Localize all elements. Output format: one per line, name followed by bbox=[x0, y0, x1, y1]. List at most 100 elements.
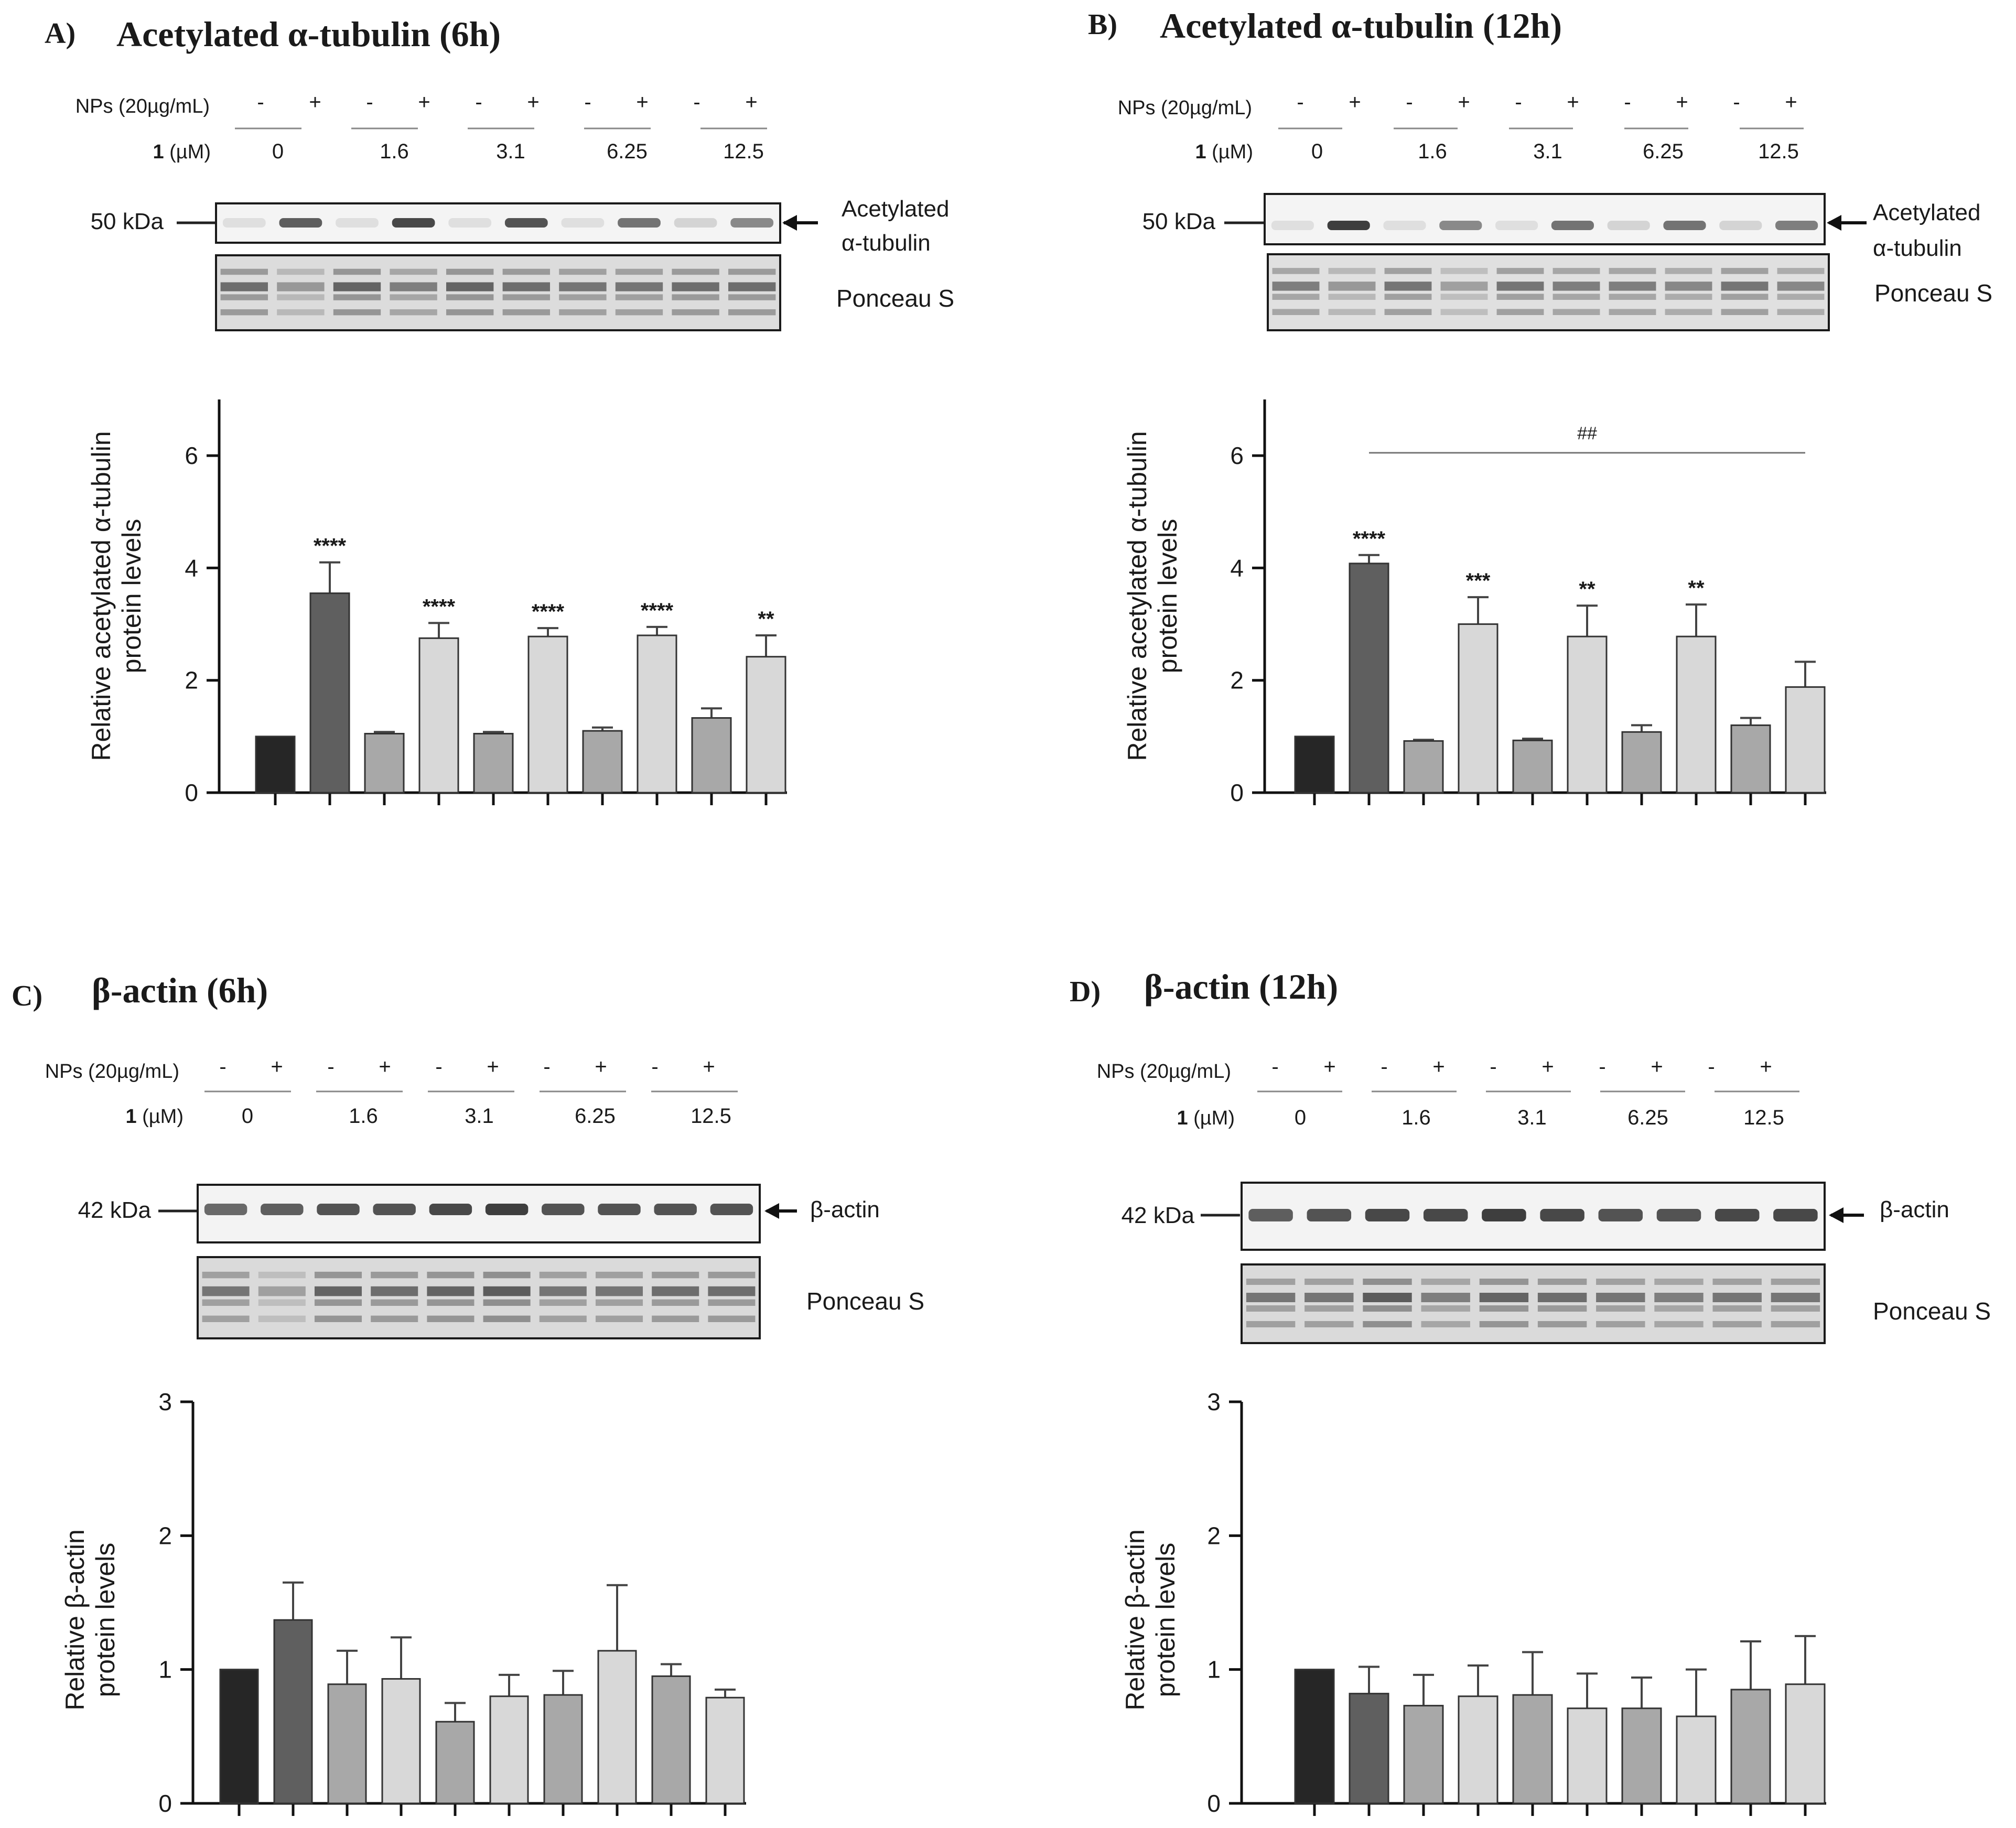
treatment-sign: + bbox=[527, 91, 539, 114]
ponceau-band bbox=[220, 282, 268, 291]
ponceau-band bbox=[672, 282, 719, 291]
ponceau-band bbox=[1596, 1293, 1645, 1302]
bar bbox=[435, 1721, 475, 1804]
ponceau-band bbox=[1421, 1293, 1470, 1302]
ponceau-band bbox=[333, 268, 381, 275]
ponceau-band bbox=[1328, 309, 1376, 315]
blot-band bbox=[1365, 1209, 1410, 1221]
ponceau-band bbox=[1537, 1293, 1587, 1302]
bar bbox=[418, 637, 459, 794]
ponceau-band bbox=[1384, 268, 1432, 274]
ponceau-band bbox=[1305, 1305, 1354, 1312]
blot-band bbox=[542, 1204, 585, 1215]
ponceau-lanes bbox=[1246, 1279, 1820, 1327]
y-tick-label: 4 bbox=[1230, 554, 1244, 581]
concentration-label: 1 (µM) bbox=[1177, 1107, 1235, 1129]
y-tick-label: 2 bbox=[158, 1522, 172, 1549]
concentration-value: 12.5 bbox=[723, 140, 764, 163]
ponceau-band bbox=[1654, 1293, 1704, 1302]
protein-label-2: α-tubulin bbox=[1873, 235, 1962, 261]
concentration-value: 1.6 bbox=[1418, 140, 1447, 163]
blot-bands bbox=[1248, 1209, 1818, 1221]
blot-band bbox=[1551, 221, 1594, 230]
concentration-value: 3.1 bbox=[1517, 1106, 1547, 1129]
ponceau-band bbox=[1596, 1279, 1645, 1285]
ponceau-band bbox=[539, 1299, 587, 1306]
blot-band bbox=[1248, 1209, 1293, 1221]
treatment-sign: + bbox=[703, 1055, 715, 1078]
ponceau-band bbox=[277, 309, 325, 316]
ponceau-band bbox=[595, 1271, 643, 1279]
ponceau-band bbox=[1609, 309, 1656, 315]
y-tick-label: 0 bbox=[1207, 1790, 1221, 1817]
arrow-head-icon bbox=[764, 1203, 779, 1219]
blot-band bbox=[1439, 221, 1482, 230]
ponceau-band bbox=[1363, 1293, 1412, 1302]
blot-band bbox=[261, 1204, 304, 1215]
bar bbox=[1403, 740, 1444, 794]
treatment-sign: - bbox=[475, 91, 482, 114]
ponceau-band bbox=[615, 268, 663, 275]
ponceau-band bbox=[1328, 268, 1376, 274]
treatment-sign: + bbox=[1432, 1055, 1444, 1078]
treatment-sign: - bbox=[257, 91, 264, 114]
ponceau-band bbox=[1246, 1321, 1296, 1327]
comparison-mark: ## bbox=[1577, 424, 1597, 444]
y-axis-label-2: protein levels bbox=[1151, 1543, 1180, 1697]
concentration-label: 1 (µM) bbox=[153, 141, 211, 163]
concentration-value: 0 bbox=[1295, 1106, 1306, 1129]
ponceau-band bbox=[1609, 268, 1656, 274]
nps-label: NPs (20µg/mL) bbox=[1097, 1061, 1231, 1083]
ponceau-band bbox=[1553, 294, 1600, 300]
ponceau-band bbox=[427, 1315, 475, 1322]
y-tick-label: 0 bbox=[1230, 779, 1244, 806]
panel-d: D) β-actin (12h) NPs (20µg/mL) 1 (µM) - +… bbox=[1070, 967, 1991, 1817]
blot-bands bbox=[204, 1204, 753, 1215]
blot-band bbox=[373, 1204, 416, 1215]
ponceau-band bbox=[1421, 1305, 1470, 1312]
treatment-sign: + bbox=[595, 1055, 607, 1078]
ponceau-band bbox=[1712, 1305, 1762, 1312]
ponceau-band bbox=[314, 1315, 362, 1322]
bar bbox=[1621, 731, 1662, 794]
treatment-sign: - bbox=[1406, 91, 1413, 114]
ponceau-band bbox=[371, 1271, 418, 1279]
ponceau-band bbox=[1596, 1321, 1645, 1327]
ponceau-band bbox=[1777, 309, 1825, 315]
concentration-value: 1.6 bbox=[1402, 1106, 1431, 1129]
panel-title: β-actin (12h) bbox=[1144, 967, 1338, 1007]
significance-mark: **** bbox=[314, 535, 347, 558]
bar bbox=[1567, 1707, 1608, 1804]
blot-band bbox=[392, 218, 435, 228]
ponceau-band bbox=[1272, 268, 1320, 274]
treatment-sign: + bbox=[418, 91, 430, 114]
concentration-value: 3.1 bbox=[1533, 140, 1562, 163]
bar bbox=[309, 592, 350, 794]
ponceau-band bbox=[446, 282, 494, 291]
ponceau-band bbox=[708, 1271, 756, 1279]
concentration-value: 12.5 bbox=[691, 1105, 731, 1128]
treatment-signs: - + - + - + - + - + bbox=[257, 91, 757, 114]
ponceau-band bbox=[427, 1271, 475, 1279]
bar bbox=[364, 733, 405, 794]
ponceau-band bbox=[1553, 268, 1600, 274]
ponceau-band bbox=[390, 268, 437, 275]
concentration-value: 0 bbox=[1311, 140, 1323, 163]
treatment-sign: - bbox=[543, 1055, 550, 1078]
bar bbox=[1294, 1669, 1335, 1804]
blot-band bbox=[448, 218, 492, 228]
ponceau-band bbox=[1721, 282, 1769, 291]
ponceau-band bbox=[1384, 294, 1432, 300]
bar bbox=[651, 1675, 691, 1804]
bar bbox=[527, 635, 568, 794]
ponceau-band bbox=[202, 1299, 250, 1306]
blot-band bbox=[336, 218, 379, 228]
treatment-sign: - bbox=[366, 91, 373, 114]
arrow-head-icon bbox=[1827, 215, 1841, 231]
ponceau-band bbox=[1246, 1279, 1296, 1285]
blot-band bbox=[654, 1204, 697, 1215]
ponceau-band bbox=[1363, 1279, 1412, 1285]
blot-band bbox=[504, 218, 548, 228]
concentration-value: 3.1 bbox=[496, 140, 525, 163]
panel-b: B) Acetylated α-tubulin (12h) NPs (20µg/… bbox=[1088, 6, 1992, 806]
